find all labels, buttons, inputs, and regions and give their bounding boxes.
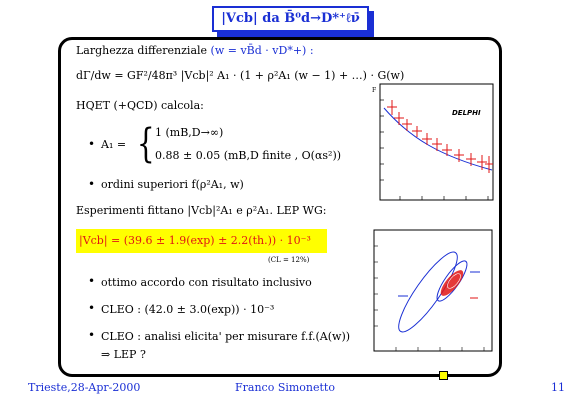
ellipse-large xyxy=(398,251,458,333)
contour-plot xyxy=(373,229,493,352)
hqet-line: HQET (+QCD) calcola: xyxy=(76,99,204,112)
delphi-label: DELPHI xyxy=(452,109,481,117)
width-line: Larghezza differenziale (w = vB̄d · vD*+… xyxy=(76,44,314,57)
data-points xyxy=(387,100,493,173)
ellipse-combined xyxy=(440,270,464,296)
cleo-value-line: CLEO : (42.0 ± 3.0(exp)) · 10⁻³ xyxy=(101,303,275,316)
ellipse-inner xyxy=(447,273,461,289)
plot-ticks xyxy=(380,99,489,200)
width-label: Larghezza differenziale xyxy=(76,44,208,57)
w-definition: (w = vB̄d · vD*+) : xyxy=(210,44,314,57)
footer-page-number: 11 xyxy=(551,381,565,394)
cleo-analysis-line: CLEO : analisi elicita' per misurare f.f… xyxy=(101,330,351,343)
bullet-icon: • xyxy=(88,328,96,342)
footer-author: Franco Simonetto xyxy=(235,381,335,394)
delphi-fw-plot: F DELPHI xyxy=(372,83,494,201)
a1-case-2: 0.88 ± 0.05 (mB,D finite , O(αs²)) xyxy=(155,149,342,162)
a1-case-1: 1 (mB,D→∞) xyxy=(155,126,224,139)
footer-location-date: Trieste,28-Apr-2000 xyxy=(28,381,141,394)
rate-formula: dΓ/dw = GF²/48π³ |Vcb|² A₁ · (1 + ρ²A₁ (… xyxy=(76,69,405,82)
lep-question: ⇒ LEP ? xyxy=(101,348,146,361)
a1-label: A₁ = xyxy=(101,138,127,151)
fit-curve xyxy=(383,107,493,171)
brace-icon: { xyxy=(136,121,155,167)
slide-marker xyxy=(439,371,448,380)
content-panel xyxy=(58,37,502,377)
experiments-line: Esperimenti fittano |Vcb|²A₁ e ρ²A₁. LEP… xyxy=(76,204,327,217)
bullet-icon: • xyxy=(88,137,96,151)
bullet-icon: • xyxy=(88,177,96,191)
agreement-line: ottimo accordo con risultato inclusivo xyxy=(101,276,312,289)
higher-orders-line: ordini superiori f(ρ²A₁, w) xyxy=(101,178,244,191)
cl-note: (CL = 12%) xyxy=(268,256,310,264)
vcb-result: |Vcb| = (39.6 ± 1.9(exp) ± 2.2(th.)) · 1… xyxy=(76,229,327,253)
bullet-icon: • xyxy=(88,274,96,288)
y-axis-letter: F xyxy=(372,87,376,94)
plot-frame xyxy=(379,83,494,201)
slide-title: |Vcb| da B̄⁰d→D*⁺ℓν̄ xyxy=(212,6,369,32)
plot-frame xyxy=(373,229,493,352)
plot-ticks xyxy=(374,245,485,351)
bullet-icon: • xyxy=(88,301,96,315)
